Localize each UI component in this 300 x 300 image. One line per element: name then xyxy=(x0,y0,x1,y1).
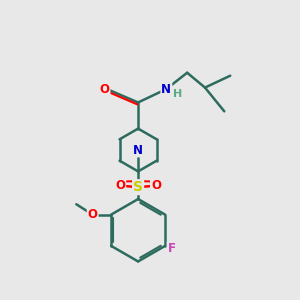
Text: F: F xyxy=(168,242,176,255)
Text: O: O xyxy=(88,208,98,221)
Text: N: N xyxy=(133,143,143,157)
Text: O: O xyxy=(151,179,161,192)
Text: S: S xyxy=(133,180,143,194)
Text: H: H xyxy=(173,89,182,99)
Text: O: O xyxy=(100,82,110,96)
Text: O: O xyxy=(115,179,125,192)
Text: N: N xyxy=(161,82,171,96)
